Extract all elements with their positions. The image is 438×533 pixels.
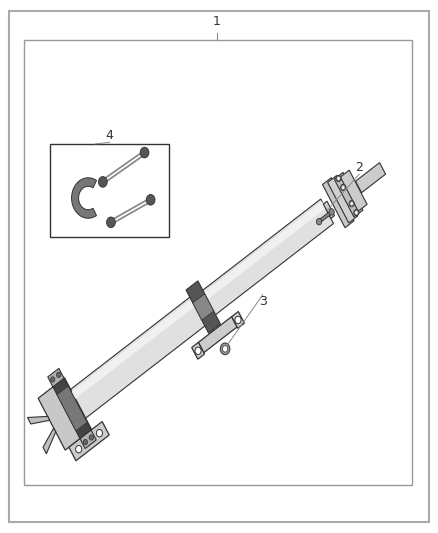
- Polygon shape: [328, 175, 358, 223]
- Circle shape: [220, 343, 230, 355]
- Text: 3: 3: [259, 295, 267, 308]
- Polygon shape: [323, 201, 335, 219]
- Circle shape: [341, 184, 346, 191]
- Polygon shape: [43, 428, 56, 454]
- Circle shape: [235, 316, 241, 324]
- Polygon shape: [186, 281, 220, 333]
- Circle shape: [96, 430, 102, 437]
- Polygon shape: [232, 311, 244, 328]
- Circle shape: [355, 211, 358, 214]
- Circle shape: [350, 202, 353, 205]
- Circle shape: [336, 175, 341, 182]
- Polygon shape: [318, 211, 332, 223]
- Text: 2: 2: [355, 161, 363, 174]
- Polygon shape: [193, 294, 214, 320]
- Polygon shape: [38, 378, 92, 450]
- Circle shape: [140, 147, 149, 158]
- Circle shape: [50, 377, 55, 382]
- Polygon shape: [198, 201, 325, 304]
- Polygon shape: [66, 295, 201, 403]
- Polygon shape: [356, 163, 385, 193]
- Circle shape: [89, 435, 93, 440]
- Polygon shape: [48, 368, 64, 387]
- Bar: [50, 144, 169, 237]
- Polygon shape: [71, 178, 96, 218]
- Text: 1: 1: [213, 15, 221, 28]
- Circle shape: [76, 446, 82, 453]
- Polygon shape: [80, 430, 96, 449]
- Circle shape: [83, 439, 88, 445]
- Circle shape: [349, 200, 354, 207]
- Polygon shape: [197, 199, 333, 319]
- Circle shape: [342, 186, 345, 189]
- Polygon shape: [322, 177, 354, 228]
- Polygon shape: [69, 422, 109, 461]
- Circle shape: [57, 372, 61, 377]
- Polygon shape: [64, 293, 211, 423]
- Polygon shape: [28, 416, 49, 424]
- Circle shape: [195, 347, 201, 354]
- Bar: [24, 40, 412, 485]
- Circle shape: [354, 209, 359, 216]
- Circle shape: [316, 219, 321, 225]
- Circle shape: [146, 195, 155, 205]
- Text: 4: 4: [106, 130, 113, 142]
- Circle shape: [106, 217, 115, 228]
- Circle shape: [99, 176, 107, 187]
- Circle shape: [337, 177, 340, 180]
- Circle shape: [223, 346, 228, 352]
- Polygon shape: [198, 317, 237, 353]
- Polygon shape: [57, 386, 87, 431]
- Circle shape: [329, 209, 334, 215]
- Polygon shape: [192, 342, 205, 359]
- Polygon shape: [334, 172, 363, 217]
- Polygon shape: [340, 170, 367, 211]
- Polygon shape: [52, 377, 92, 440]
